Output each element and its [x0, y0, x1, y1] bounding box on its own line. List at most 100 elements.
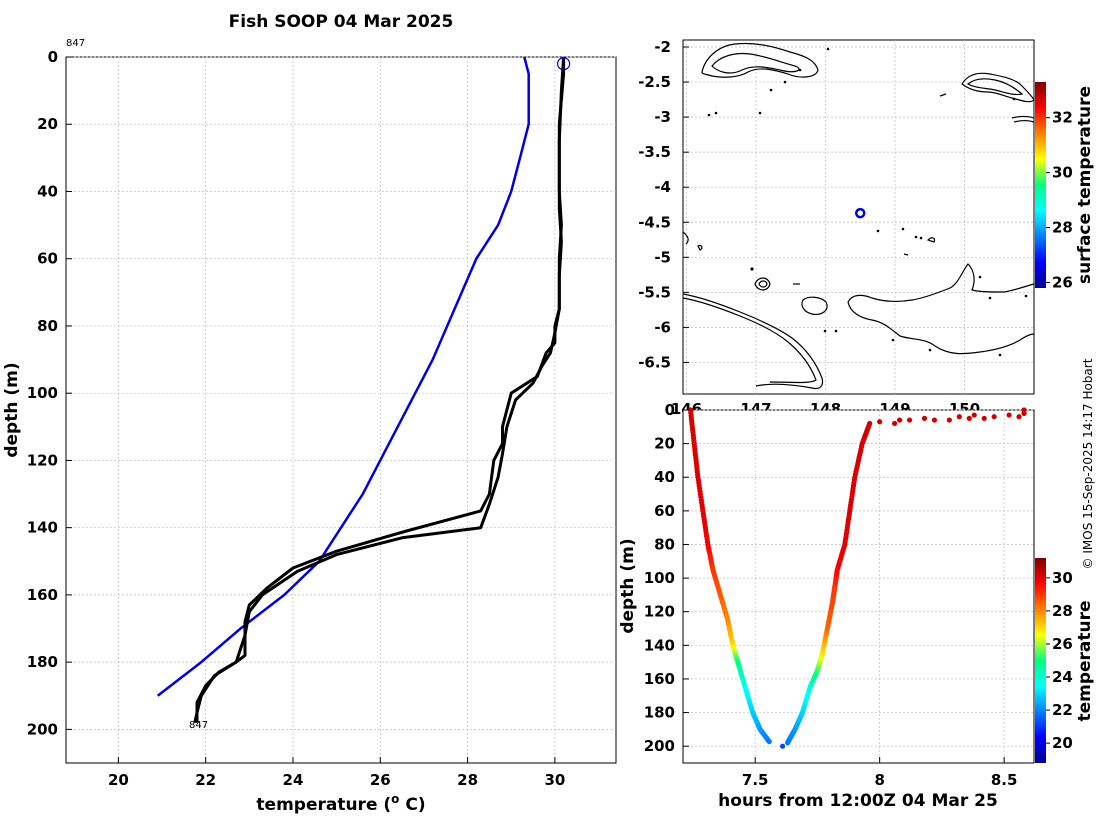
section-colorbar-tick-label: 26 [1052, 635, 1073, 653]
surface-point [1016, 414, 1022, 420]
section-y-tick-label: 40 [654, 468, 675, 486]
bagabag-island [697, 244, 703, 251]
new-britain-north-coast [847, 263, 1034, 303]
profile-id-top: 847 [66, 38, 85, 49]
surface-point [877, 419, 883, 425]
map-colorbar-tick-label: 28 [1052, 219, 1073, 237]
section-y-tick-label: 200 [644, 737, 675, 755]
map-colorbar-tick-label: 26 [1052, 274, 1073, 292]
surface-point [981, 415, 987, 422]
profile-y-tick-label: 200 [27, 720, 58, 738]
coastline [683, 42, 1034, 390]
map-lat-tick-label: -6.5 [638, 353, 671, 371]
profile-y-tick-label: 160 [27, 586, 58, 604]
islet-c [939, 93, 947, 97]
section-y-tick-label: 0 [665, 401, 675, 419]
profile-y-tick-label: 140 [27, 519, 58, 537]
profile-y-tick-label: 20 [37, 115, 58, 133]
profile-x-axis-label: temperature (o C) [256, 792, 425, 815]
map-colorbar [1035, 82, 1046, 288]
bottom-point [779, 743, 786, 749]
map-lat-tick-label: -3.5 [638, 143, 671, 161]
section-colorbar-tick-label: 24 [1052, 668, 1073, 686]
profile-y-tick-label: 40 [37, 182, 58, 200]
profile-y-tick-label: 120 [27, 451, 58, 469]
new-hanover-island-outer [701, 42, 819, 78]
section-colorbar-tick-label: 22 [1052, 701, 1073, 719]
profile-up-line [193, 56, 566, 724]
surface-point [1021, 407, 1027, 413]
map-lat-tick-label: -6 [654, 318, 671, 336]
surface-marker [557, 57, 571, 71]
surface-point [891, 420, 898, 427]
map-lat-tick-label: -2.5 [638, 73, 671, 91]
map-lat-tick-label: -4 [654, 178, 671, 196]
umboi-island [754, 277, 771, 291]
profile-x-tick-label: 28 [457, 771, 478, 789]
section-y-tick-label: 120 [644, 603, 675, 621]
section-x-axis-label: hours from 12:00Z 04 Mar 25 [718, 791, 998, 811]
profile-id-bottom: 847 [189, 720, 208, 731]
section-y-tick-label: 140 [644, 636, 675, 654]
map-lat-tick-label: -5 [654, 248, 671, 266]
profile-x-tick-label: 22 [195, 771, 216, 789]
section-x-tick-label: 7.5 [742, 771, 769, 789]
profile-y-tick-label: 0 [48, 48, 58, 66]
section-panel: 7.5 8 8.5 0 20 40 60 80 100 120 140 160 180 200 hours… [618, 401, 1095, 811]
witu-islands [926, 237, 936, 243]
profile-x-tick-label: 20 [108, 771, 129, 789]
new-guinea-coast-outer [683, 293, 824, 390]
figure-title: Fish SOOP 04 Mar 2025 [229, 12, 454, 32]
new-britain-south-coast [847, 301, 1034, 355]
station-marker [854, 207, 866, 219]
surface-point [971, 412, 977, 418]
section-colorbar [1035, 558, 1046, 763]
surface-point [931, 417, 938, 423]
section-y-tick-label: 80 [654, 535, 675, 553]
profile-x-tick-label: 30 [544, 771, 565, 789]
section-y-tick-label: 180 [644, 704, 675, 722]
section-y-tick-label: 100 [644, 569, 675, 587]
profile-y-axis-label: depth (m) [2, 362, 22, 457]
karkar-fragment [683, 231, 689, 245]
profile-axes-frame [65, 56, 617, 764]
surface-point [906, 417, 913, 423]
islet-dots [707, 47, 1028, 357]
new-guinea-coast-inner [683, 297, 817, 384]
map-lat-tick-label: -5.5 [638, 283, 671, 301]
new-ireland-inner [966, 78, 1024, 96]
surface-point [991, 414, 997, 420]
section-colorbar-tick-label: 28 [1052, 602, 1073, 620]
surface-point [921, 415, 928, 422]
section-x-tick-label: 8.5 [991, 771, 1018, 789]
islet-a [903, 253, 909, 256]
surface-point [946, 417, 952, 423]
surface-point [966, 415, 972, 422]
map-colorbar-tick-label: 30 [1052, 164, 1073, 182]
surface-point [896, 417, 903, 423]
profile-x-tick-label: 26 [370, 771, 391, 789]
profile-y-tick-label: 80 [37, 317, 58, 335]
profile-y-tick-label: 180 [27, 653, 58, 671]
surface-point [1006, 412, 1012, 418]
section-colorbar-tick-label: 30 [1052, 569, 1073, 587]
map-colorbar-tick-label: 32 [1052, 109, 1073, 127]
section-colorbar-label: temperature [1075, 600, 1095, 721]
section-y-tick-label: 20 [654, 435, 675, 453]
new-ireland-south [1011, 115, 1034, 123]
climatology-line [156, 56, 530, 697]
new-hanover-island-inner [711, 52, 800, 74]
profile-y-tick-label: 100 [27, 384, 58, 402]
surface-point [867, 420, 873, 427]
map-colorbar-label: surface temperature [1075, 86, 1095, 284]
map-panel: 146 147 148 149 150-2-2.5-3-3.5-4-4.5-5-5.5-… [638, 38, 1095, 418]
profile-panel: 20 22 24 26 28 30020406080100120140160180200 … [2, 38, 617, 815]
section-colorbar-tick-label: 20 [1052, 734, 1073, 752]
new-ireland-outer [961, 72, 1034, 103]
down-cast-point [766, 739, 772, 745]
surface-point [956, 414, 962, 420]
sakar-island [801, 296, 828, 315]
section-y-axis-label: depth (m) [618, 538, 638, 633]
profile-x-tick-label: 24 [283, 771, 304, 789]
